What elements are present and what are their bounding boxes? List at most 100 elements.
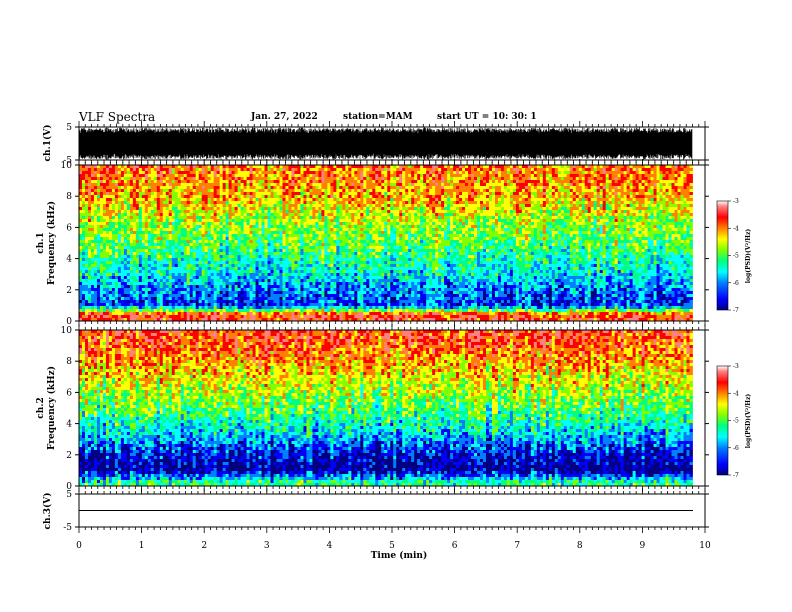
spectrogram-cell [291, 183, 294, 186]
spectrogram-cell [689, 174, 692, 177]
spectrogram-cell [145, 174, 148, 177]
spectrogram-cell [193, 174, 196, 177]
spectrogram-cell [115, 195, 118, 198]
spectrogram-cell [672, 186, 675, 189]
spectrogram-cell [220, 186, 223, 189]
ch1-waveform-y-label: ch.1(V) [42, 125, 53, 162]
spectrogram-cell [136, 183, 139, 186]
spectrogram-cell [187, 180, 190, 183]
spectrogram-cell [205, 183, 208, 186]
spectrogram-cell [271, 171, 274, 174]
spectrogram-cell [519, 183, 522, 186]
spectrogram-cell [453, 171, 456, 174]
spectrogram-cell [414, 174, 417, 177]
spectrogram-cell [106, 183, 109, 186]
spectrogram-cell [315, 171, 318, 174]
spectrogram-cell [612, 171, 615, 174]
spectrogram-cell [447, 174, 450, 177]
spectrogram-cell [555, 177, 558, 180]
spectrogram-cell [339, 186, 342, 189]
spectrogram-cell [196, 186, 199, 189]
spectrogram-cell [211, 195, 214, 198]
spectrogram-cell [414, 165, 417, 168]
spectrogram-cell [540, 171, 543, 174]
spectrogram-cell [432, 180, 435, 183]
spectrogram-cell [268, 192, 271, 195]
spectrogram-cell [357, 186, 360, 189]
spectrogram-cell [130, 180, 133, 183]
spectrogram-cell [510, 165, 513, 168]
spectrogram-cell [297, 183, 300, 186]
spectrogram-cell [525, 168, 528, 171]
spectrogram-cell [537, 189, 540, 192]
spectrogram-cell [268, 189, 271, 192]
spectrogram-cell [471, 192, 474, 195]
spectrogram-cell [133, 171, 136, 174]
spectrogram-cell [181, 180, 184, 183]
spectrogram-cell [642, 171, 645, 174]
spectrogram-cell [411, 171, 414, 174]
spectrogram-cell [85, 186, 88, 189]
spectrogram-cell [103, 177, 106, 180]
spectrogram-cell [85, 183, 88, 186]
spectrogram-cell [689, 168, 692, 171]
spectrogram-cell [654, 183, 657, 186]
spectrogram-cell [609, 165, 612, 168]
spectrogram-cell [510, 168, 513, 171]
spectrogram-cell [133, 183, 136, 186]
spectrogram-cell [510, 180, 513, 183]
spectrogram-cell [582, 171, 585, 174]
spectrogram-cell [151, 192, 154, 195]
spectrogram-cell [609, 177, 612, 180]
spectrogram-cell [166, 192, 169, 195]
spectrogram-cell [618, 174, 621, 177]
spectrogram-cell [531, 174, 534, 177]
spectrogram-cell [199, 183, 202, 186]
spectrogram-cell [345, 177, 348, 180]
spectrogram-cell [205, 195, 208, 198]
spectrogram-cell [630, 183, 633, 186]
spectrogram-cell [390, 189, 393, 192]
spectrogram-cell [196, 174, 199, 177]
spectrogram-cell [642, 174, 645, 177]
spectrogram-cell [226, 195, 229, 198]
spectrogram-cell [97, 171, 100, 174]
spectrogram-cell [277, 177, 280, 180]
spectrogram-cell [366, 183, 369, 186]
spectrogram-cell [235, 165, 238, 168]
spectrogram-cell [363, 171, 366, 174]
spectrogram-cell [567, 180, 570, 183]
spectrogram-cell [372, 192, 375, 195]
spectrogram-cell [229, 189, 232, 192]
spectrogram-cell [211, 186, 214, 189]
spectrogram-cell [657, 168, 660, 171]
spectrogram-cell [256, 195, 259, 198]
spectrogram-cell [294, 189, 297, 192]
spectrogram-cell [531, 165, 534, 168]
spectrogram-cell [223, 186, 226, 189]
spectrogram-cell [465, 192, 468, 195]
spectrogram-cell [642, 180, 645, 183]
spectrogram-cell [399, 192, 402, 195]
spectrogram-cell [79, 192, 82, 195]
spectrogram-cell [453, 192, 456, 195]
spectrogram-cell [474, 165, 477, 168]
spectrogram-cell [294, 195, 297, 198]
spectrogram-cell [534, 168, 537, 171]
spectrogram-cell [154, 165, 157, 168]
spectrogram-cell [669, 183, 672, 186]
spectrogram-cell [459, 165, 462, 168]
spectrogram-cell [232, 177, 235, 180]
spectrogram-cell [651, 189, 654, 192]
spectrogram-cell [259, 171, 262, 174]
spectrogram-cell [205, 168, 208, 171]
spectrogram-cell [528, 189, 531, 192]
spectrogram-cell [516, 171, 519, 174]
spectrogram-cell [363, 177, 366, 180]
spectrogram-cell [474, 171, 477, 174]
spectrogram-cell [351, 168, 354, 171]
spectrogram-cell [265, 174, 268, 177]
spectrogram-cell [175, 171, 178, 174]
spectrogram-cell [618, 189, 621, 192]
spectrogram-cell [615, 174, 618, 177]
